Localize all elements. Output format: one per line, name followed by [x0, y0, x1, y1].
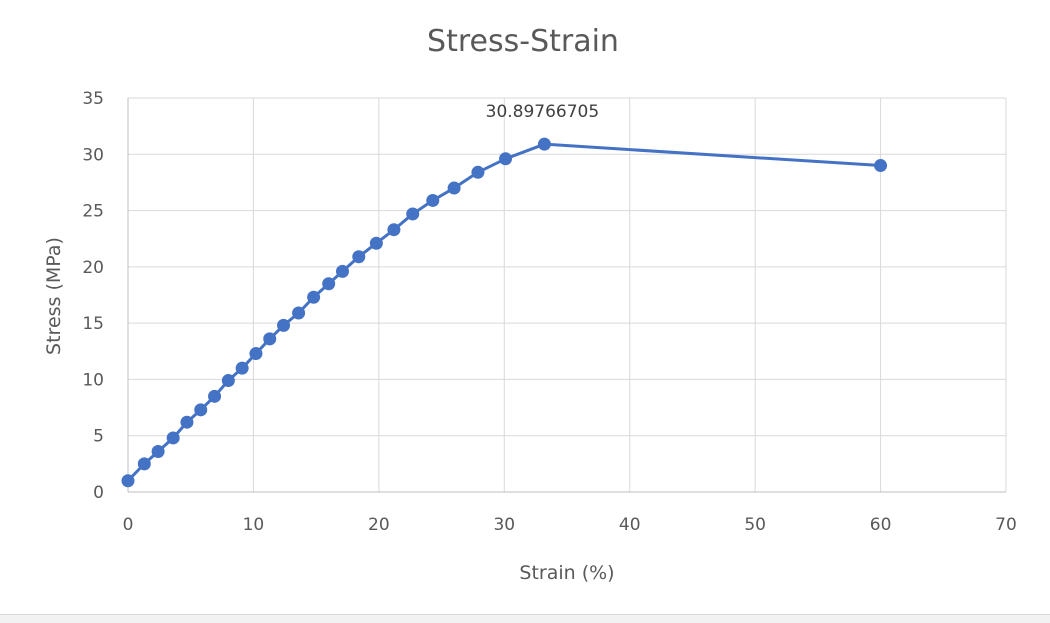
data-point — [263, 332, 277, 346]
tick-labels: 0 10 20 30 40 50 60 70 0 5 10 15 20 25 30 35 — [82, 89, 1016, 535]
y-axis-title: Stress (MPa) — [43, 237, 65, 355]
y-tick-label: 35 — [82, 89, 104, 109]
x-tick-label: 60 — [870, 515, 892, 535]
data-point — [235, 361, 249, 375]
x-tick-label: 10 — [243, 515, 265, 535]
y-tick-label: 25 — [82, 202, 104, 222]
data-point — [471, 165, 485, 179]
data-point — [166, 431, 180, 445]
data-point — [121, 474, 135, 488]
data-point — [249, 347, 263, 361]
data-point — [307, 290, 321, 304]
x-tick-label: 70 — [995, 515, 1017, 535]
y-tick-label: 15 — [82, 314, 104, 334]
y-tick-label: 30 — [82, 145, 104, 165]
x-tick-label: 30 — [493, 515, 515, 535]
gridlines — [127, 97, 1007, 493]
x-axis-title: Strain (%) — [519, 562, 614, 584]
x-tick-label: 40 — [619, 515, 641, 535]
axes — [127, 98, 1006, 493]
data-point — [335, 264, 349, 278]
data-point — [447, 181, 461, 195]
x-tick-label: 0 — [123, 515, 134, 535]
data-point — [180, 415, 194, 429]
x-tick-label: 50 — [744, 515, 766, 535]
data-point — [426, 193, 440, 207]
data-point — [537, 137, 551, 151]
y-tick-label: 0 — [93, 483, 104, 503]
y-tick-label: 10 — [82, 370, 104, 390]
chart-title: Stress-Strain — [427, 24, 619, 59]
data-label: 30.89766705 — [486, 102, 600, 122]
data-point — [874, 159, 888, 173]
data-point — [322, 277, 336, 291]
series-stress — [121, 137, 888, 488]
data-labels: 30.89766705 — [486, 102, 600, 122]
x-tick-label: 20 — [368, 515, 390, 535]
data-point — [352, 250, 366, 264]
data-point — [277, 318, 291, 332]
data-point — [387, 223, 401, 237]
y-tick-label: 5 — [93, 427, 104, 447]
data-point — [137, 457, 151, 471]
data-point — [292, 306, 306, 320]
data-point — [151, 444, 165, 458]
y-tick-label: 20 — [82, 258, 104, 278]
bottom-strip — [0, 614, 1050, 623]
data-point — [499, 152, 513, 166]
data-point — [221, 374, 235, 388]
data-point — [194, 403, 208, 417]
data-point — [369, 236, 383, 250]
data-point — [208, 389, 222, 403]
data-point — [406, 207, 420, 221]
